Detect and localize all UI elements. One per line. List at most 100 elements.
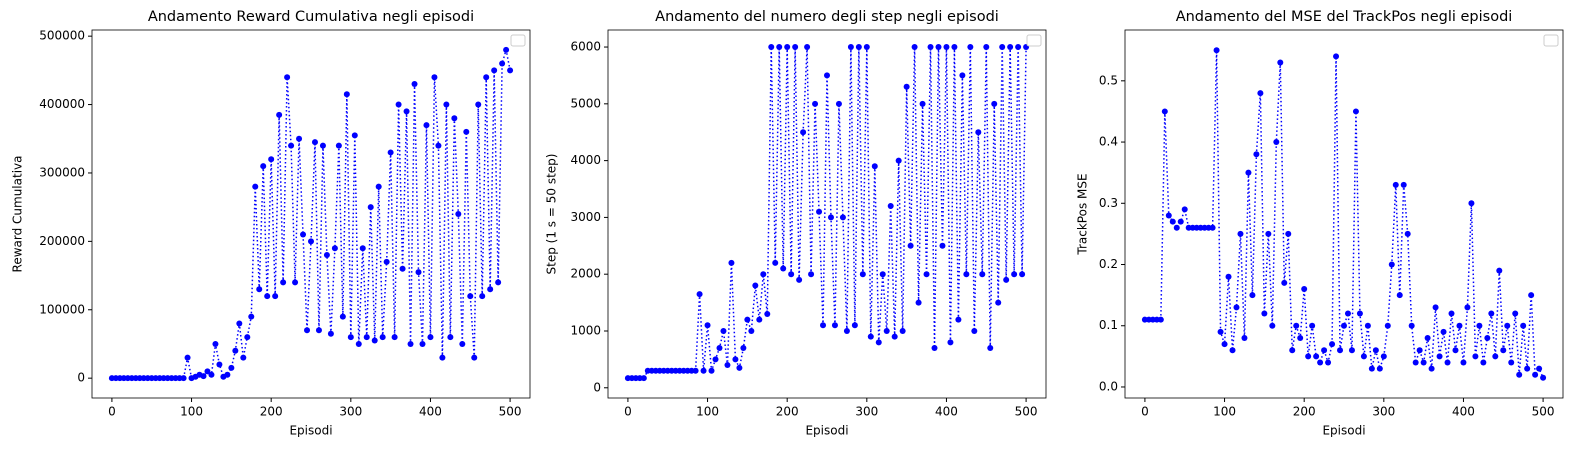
data-point: [503, 46, 510, 53]
y-tick-label: 2000: [570, 267, 601, 281]
x-tick-label: 0: [1141, 405, 1149, 419]
data-point: [744, 316, 751, 323]
data-point: [379, 334, 386, 341]
data-point: [808, 271, 815, 278]
data-point: [415, 269, 422, 276]
data-point: [367, 204, 374, 211]
data-point: [907, 242, 914, 249]
data-point: [1273, 139, 1280, 146]
data-point: [1209, 224, 1216, 231]
data-point: [1301, 286, 1308, 293]
data-point: [1285, 230, 1292, 237]
data-point: [935, 44, 942, 51]
data-point: [923, 271, 930, 278]
data-point: [499, 60, 506, 67]
data-point: [800, 129, 807, 136]
data-point: [895, 157, 902, 164]
data-point: [1448, 310, 1455, 317]
data-point: [903, 83, 910, 90]
data-point: [1356, 310, 1363, 317]
data-point: [983, 44, 990, 51]
legend-box: [1543, 34, 1559, 47]
data-point: [383, 258, 390, 265]
data-point: [1297, 334, 1304, 341]
data-point: [200, 373, 207, 380]
data-point: [1321, 347, 1328, 354]
data-point: [736, 364, 743, 371]
data-point: [280, 279, 287, 286]
data-point: [1233, 304, 1240, 311]
data-point: [507, 67, 514, 74]
data-point: [867, 333, 874, 340]
data-point: [1011, 271, 1018, 278]
data-point: [1512, 310, 1519, 317]
x-tick-label: 200: [776, 405, 799, 419]
data-point: [1392, 181, 1399, 188]
data-point: [1313, 353, 1320, 360]
data-line: [627, 47, 1027, 379]
data-point: [491, 67, 498, 74]
plot-frame: [1124, 29, 1564, 399]
data-point: [1305, 353, 1312, 360]
data-point: [784, 44, 791, 51]
data-point: [236, 320, 243, 327]
data-point: [1281, 279, 1288, 286]
data-point: [331, 245, 338, 252]
data-point: [1341, 322, 1347, 329]
data-point: [1277, 59, 1284, 66]
data-point: [1376, 365, 1383, 372]
data-point: [1245, 169, 1252, 176]
data-point: [1177, 218, 1184, 225]
data-point: [708, 367, 715, 374]
data-point: [495, 279, 502, 286]
y-tick-label: 0: [593, 380, 601, 394]
data-point: [403, 108, 410, 115]
data-point: [1532, 371, 1539, 378]
data-point: [911, 44, 918, 51]
data-point: [479, 293, 486, 300]
y-tick-label: 400000: [39, 97, 85, 111]
x-axis-label: Episodi: [805, 424, 848, 438]
data-point: [395, 101, 402, 108]
data-point: [216, 361, 223, 368]
data-point: [1217, 328, 1224, 335]
data-point: [716, 345, 723, 352]
data-point: [859, 271, 866, 278]
data-point: [975, 129, 982, 136]
y-tick-label: 1000: [570, 323, 601, 337]
data-point: [831, 322, 838, 329]
data-point: [915, 299, 922, 306]
data-point: [720, 327, 727, 334]
data-point: [300, 231, 307, 238]
data-point: [208, 371, 215, 378]
data-point: [1420, 359, 1427, 366]
data-point: [843, 327, 850, 334]
data-point: [999, 44, 1006, 51]
y-tick-label: 200000: [39, 234, 85, 248]
data-point: [419, 340, 426, 347]
data-point: [212, 340, 219, 347]
data-point: [796, 276, 803, 283]
y-tick-label: 0.2: [1099, 257, 1118, 271]
data-point: [1329, 341, 1336, 348]
data-point: [391, 334, 398, 341]
data-point: [1528, 292, 1535, 299]
data-point: [1157, 316, 1164, 323]
data-point: [1225, 273, 1232, 280]
data-point: [827, 214, 834, 221]
y-tick-label: 6000: [570, 40, 601, 54]
data-point: [272, 293, 279, 300]
x-tick-label: 500: [1532, 405, 1555, 419]
data-point: [732, 356, 739, 363]
data-point: [467, 293, 474, 300]
data-point: [359, 245, 366, 252]
x-tick-label: 100: [180, 405, 203, 419]
data-point: [816, 208, 823, 215]
data-point: [1348, 347, 1355, 354]
data-point: [1165, 212, 1172, 219]
data-point: [1472, 353, 1479, 360]
data-point: [748, 327, 755, 334]
data-point: [1249, 292, 1256, 299]
data-point: [899, 327, 906, 334]
data-point: [963, 271, 970, 278]
